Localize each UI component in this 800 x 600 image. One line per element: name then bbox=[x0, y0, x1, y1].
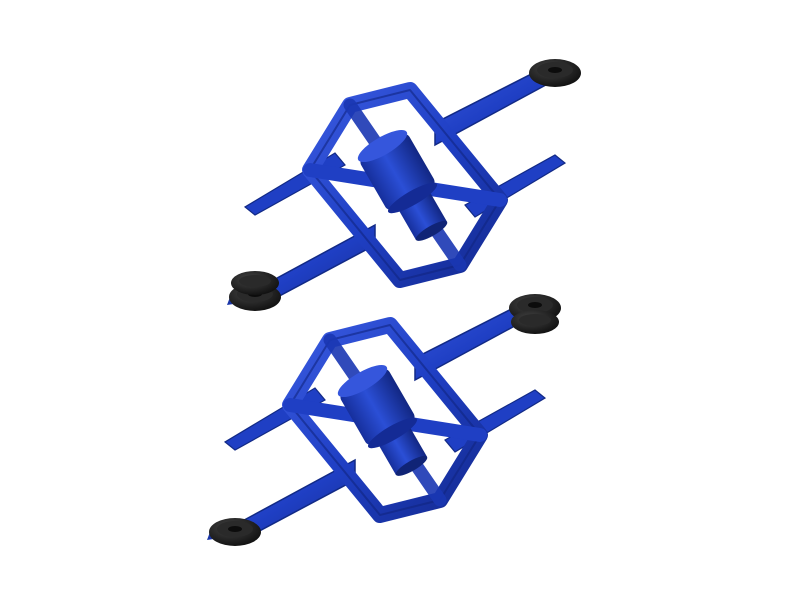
upper-clip bbox=[227, 59, 581, 311]
lower-clip bbox=[207, 294, 561, 546]
